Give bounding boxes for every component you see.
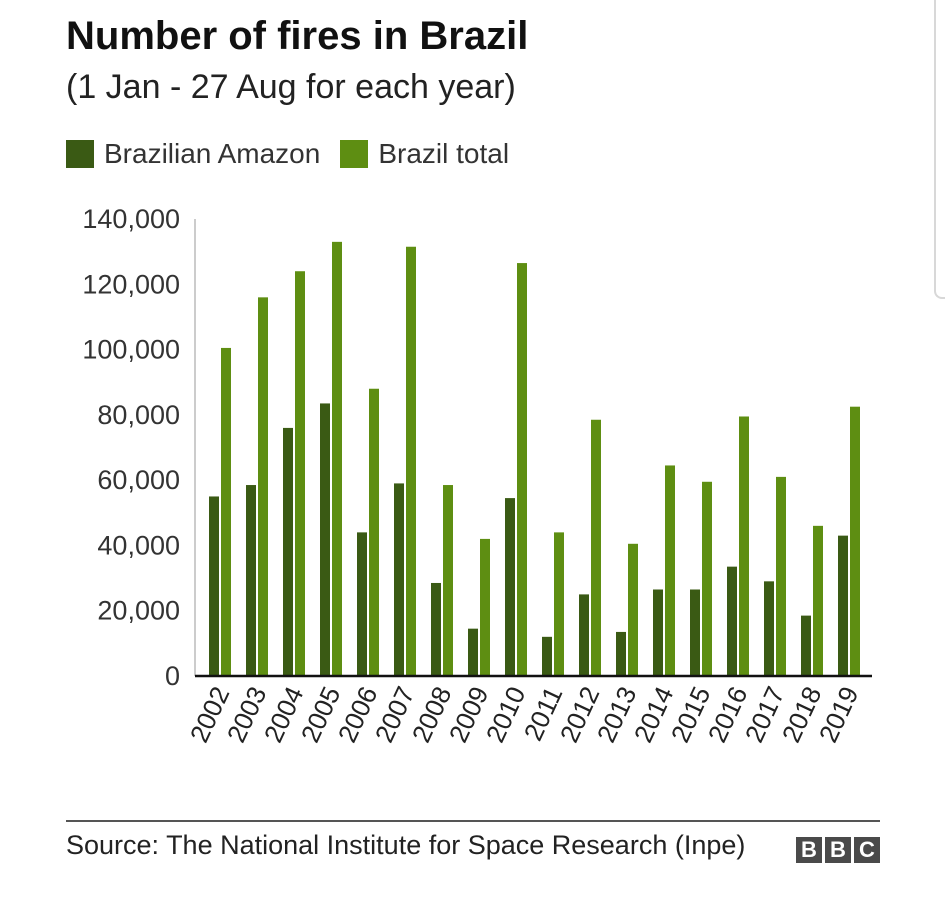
bar-amazon	[690, 589, 700, 676]
bar-total	[776, 476, 786, 676]
bar-amazon	[727, 566, 737, 676]
chart-title: Number of fires in Brazil	[66, 14, 529, 58]
bar-total	[295, 271, 305, 676]
bbc-logo-block: C	[854, 837, 880, 863]
scroll-edge	[934, 0, 945, 299]
bar-total	[406, 246, 416, 676]
bar-amazon	[542, 636, 552, 676]
legend-label-total: Brazil total	[378, 138, 510, 169]
bar-amazon	[246, 485, 256, 676]
legend: Brazilian Amazon Brazil total	[66, 138, 529, 170]
bar-amazon	[801, 615, 811, 676]
y-tick-label: 100,000	[82, 335, 180, 365]
bar-chart: 0 20,000 40,000 60,000 80,000 100,000 120,000 1…	[82, 204, 872, 747]
y-tick-label: 140,000	[82, 204, 180, 234]
bar-total	[554, 532, 564, 676]
legend-swatch-total	[340, 140, 369, 168]
legend-item-amazon: Brazilian Amazon	[66, 138, 320, 170]
bar-total	[628, 543, 638, 676]
bar-amazon	[394, 483, 404, 676]
bar-amazon	[616, 631, 626, 676]
legend-item-total: Brazil total	[340, 138, 509, 170]
bar-amazon	[468, 628, 478, 676]
bar-total	[702, 481, 712, 676]
y-tick-label: 120,000	[82, 269, 180, 299]
y-tick-label: 0	[165, 661, 180, 691]
bar-amazon	[764, 581, 774, 676]
y-tick-label: 20,000	[97, 596, 180, 626]
bar-total	[443, 485, 453, 676]
bar-total	[258, 297, 268, 676]
legend-label-amazon: Brazilian Amazon	[104, 138, 321, 169]
source-note: Source: The National Institute for Space…	[66, 830, 746, 860]
bar-total	[665, 465, 675, 676]
bar-total	[517, 263, 527, 676]
bar-total	[480, 538, 490, 676]
legend-swatch-amazon	[66, 140, 94, 168]
bar-total	[591, 419, 601, 676]
bar-total	[739, 416, 749, 676]
bar-total	[813, 525, 823, 676]
bar-amazon	[209, 496, 219, 676]
bar-amazon	[431, 582, 441, 676]
bar-amazon	[653, 589, 663, 676]
bar-total	[369, 388, 379, 676]
bar-amazon	[505, 498, 515, 676]
bar-total	[850, 406, 860, 676]
bbc-logo-block: B	[796, 837, 822, 863]
footer-divider	[66, 820, 880, 822]
bar-amazon	[320, 403, 330, 676]
bar-amazon	[838, 535, 848, 676]
bar-total	[221, 347, 231, 676]
bar-total	[332, 241, 342, 676]
bar-amazon	[579, 594, 589, 676]
bar-amazon	[283, 427, 293, 676]
bar-amazon	[357, 532, 367, 676]
y-tick-label: 60,000	[97, 465, 180, 495]
bbc-logo: B B C	[796, 837, 883, 863]
chart-subtitle: (1 Jan - 27 Aug for each year)	[66, 68, 516, 106]
y-tick-label: 40,000	[97, 530, 180, 560]
bbc-logo-block: B	[825, 837, 851, 863]
y-tick-label: 80,000	[97, 400, 180, 430]
